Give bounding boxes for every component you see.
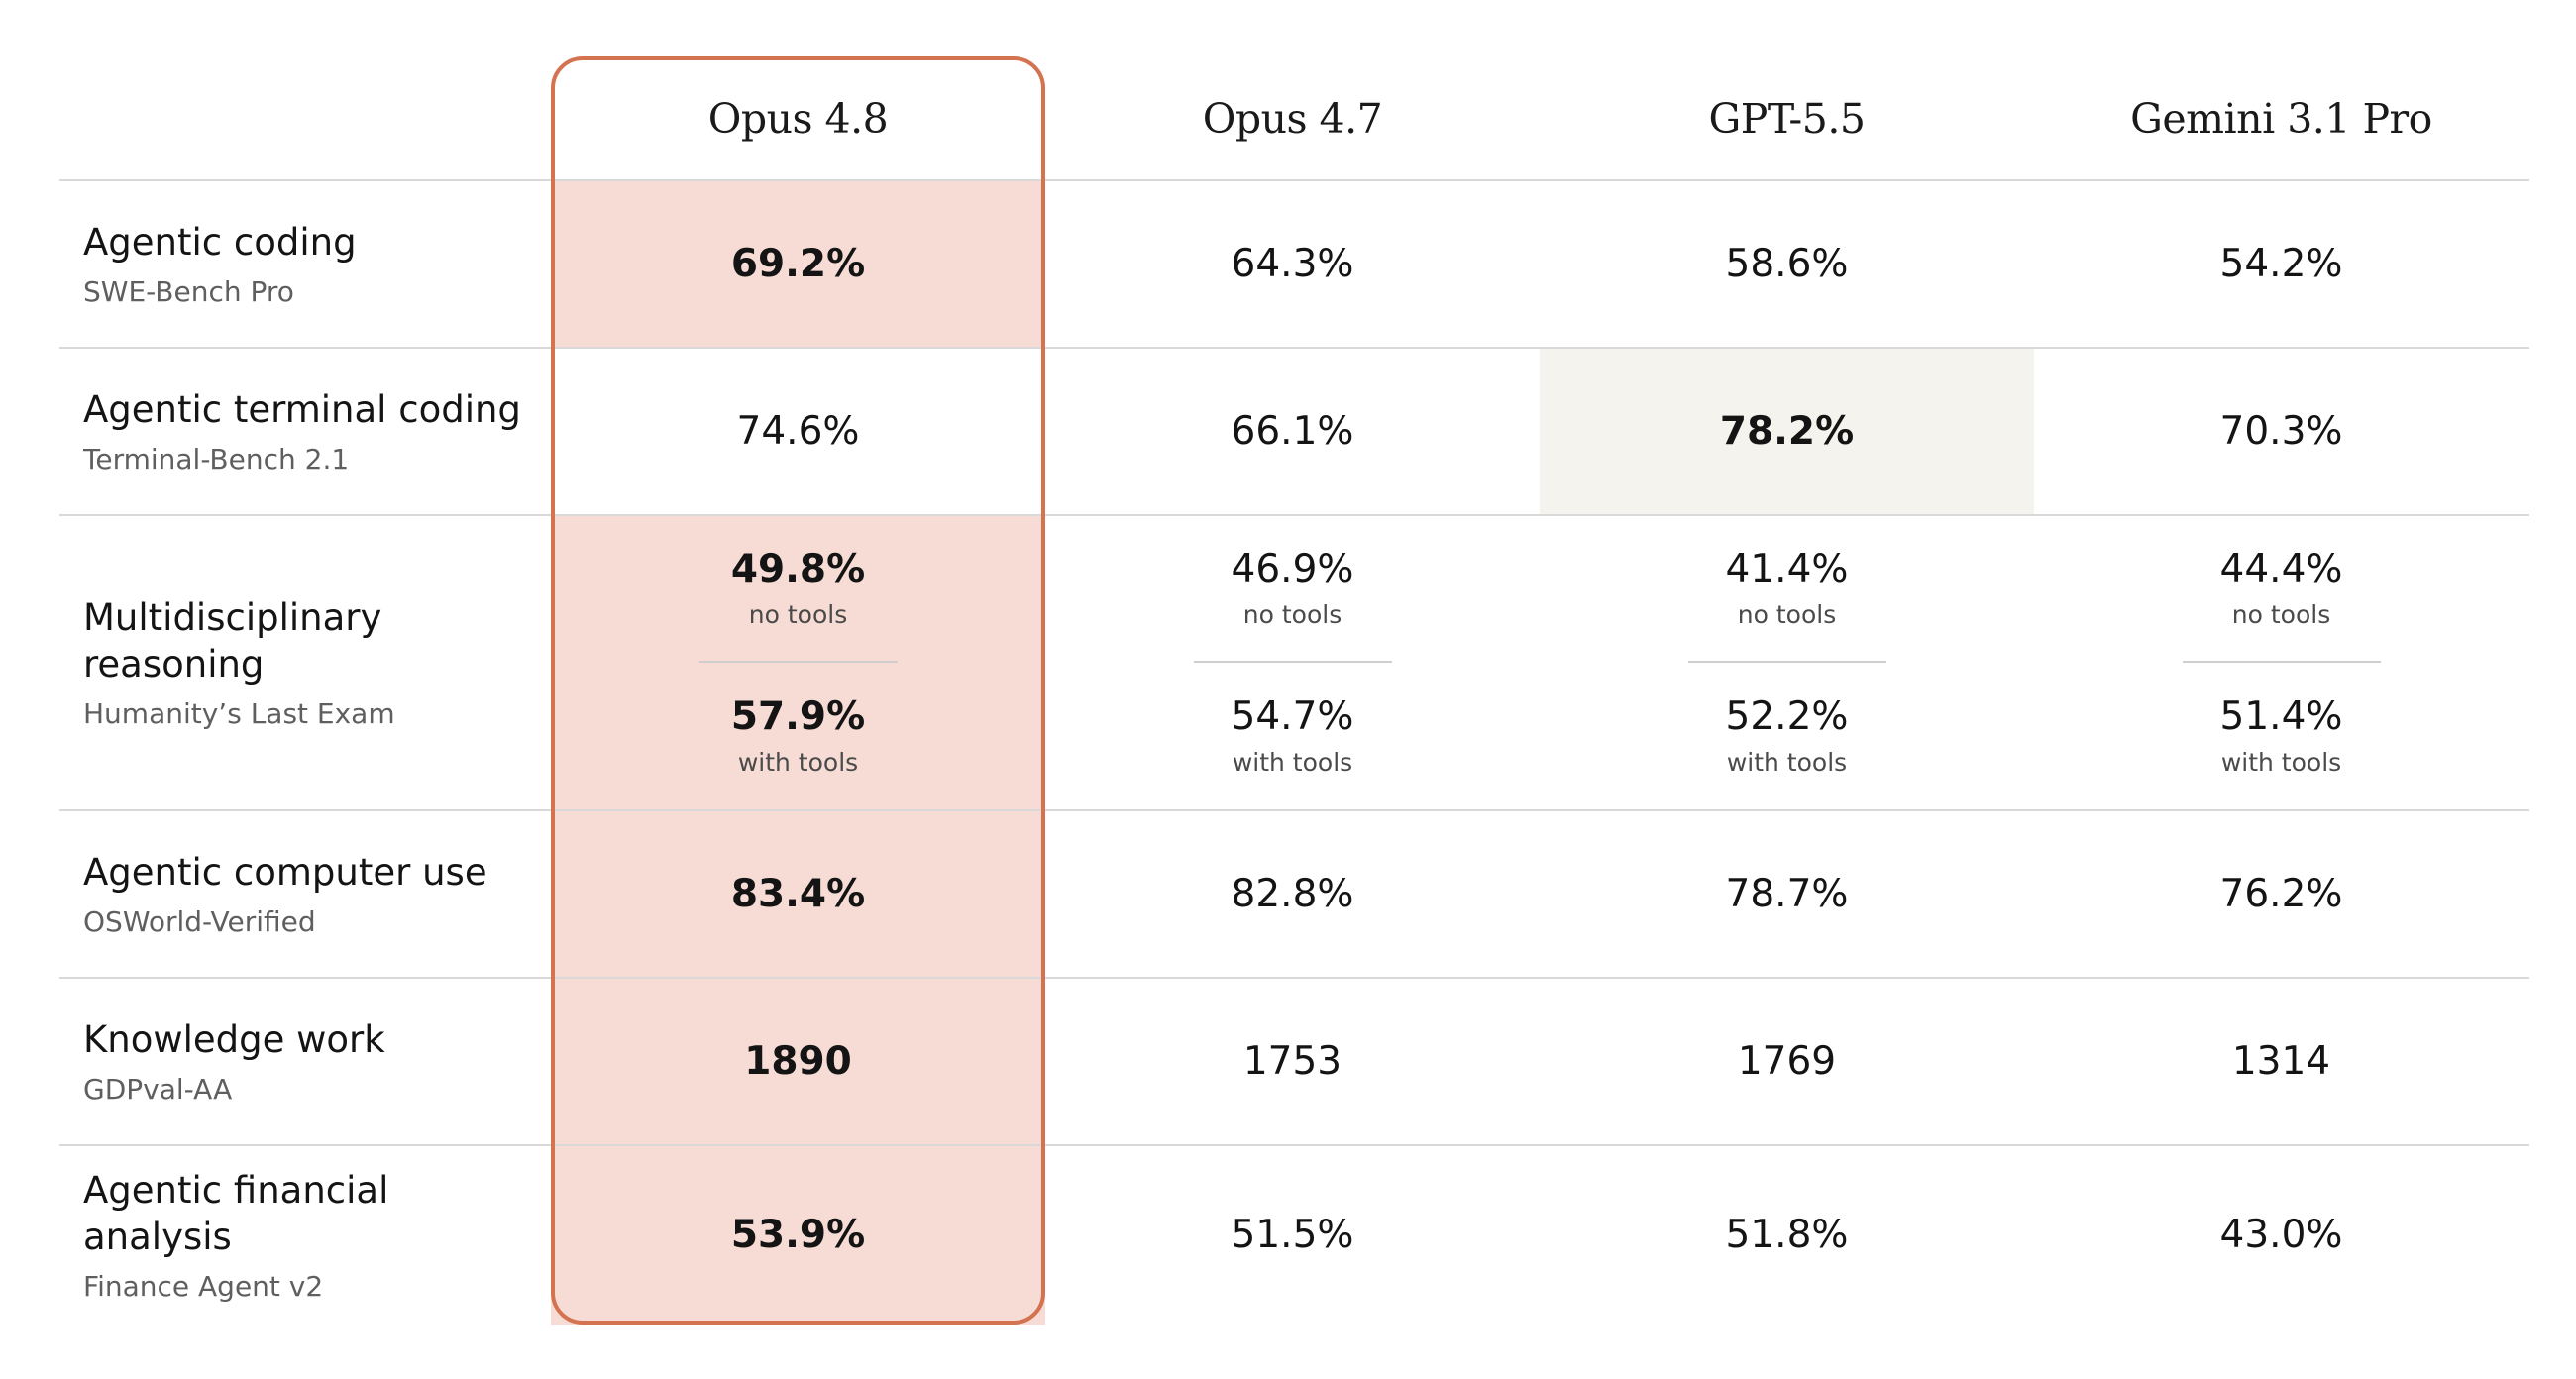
highlight-cell — [551, 180, 1045, 348]
score-value: 43.0% — [2219, 1213, 2343, 1257]
column-header: Opus 4.8 — [707, 95, 889, 143]
score-value: 82.8% — [1231, 872, 1354, 916]
score-value: 54.2% — [2219, 242, 2343, 286]
score-value: 58.6% — [1725, 242, 1849, 286]
score-caption: with tools — [2220, 748, 2342, 777]
score-value: 51.4% — [2219, 694, 2343, 739]
score-value: 76.2% — [2219, 872, 2343, 916]
score-value: 64.3% — [1231, 242, 1354, 286]
score-pair: 51.4% with tools — [2034, 692, 2528, 777]
score-caption: with tools — [737, 748, 859, 777]
score-divider — [1194, 661, 1392, 663]
score-value: 53.9% — [730, 1213, 866, 1257]
score-value: 1314 — [2231, 1039, 2331, 1084]
row-divider — [59, 179, 2529, 181]
row-divider — [59, 809, 2529, 811]
row-label: Agentic coding SWE-Bench Pro — [83, 219, 357, 308]
score-pair: 41.4% no tools — [1540, 545, 2034, 629]
benchmark-category: Knowledge work — [83, 1018, 385, 1061]
benchmark-name: OSWorld-Verified — [83, 905, 316, 938]
benchmark-category: Agentic coding — [83, 221, 357, 264]
score-pair: 46.9% no tools — [1045, 545, 1540, 629]
highlight-cell — [551, 810, 1045, 978]
score-divider — [699, 661, 898, 663]
row-divider — [59, 514, 2529, 516]
score-value: 44.4% — [2219, 547, 2343, 591]
column-header: Gemini 3.1 Pro — [2130, 95, 2432, 143]
score-value: 52.2% — [1725, 694, 1849, 739]
benchmark-name: Terminal-Bench 2.1 — [83, 443, 350, 476]
column-header: Opus 4.7 — [1202, 95, 1383, 143]
row-divider — [59, 1144, 2529, 1146]
benchmark-category: Agentic financial — [83, 1168, 389, 1212]
benchmark-name: Humanity’s Last Exam — [83, 697, 395, 730]
highlight-cell — [551, 1145, 1045, 1325]
score-value: 1753 — [1242, 1039, 1342, 1084]
score-value: 46.9% — [1231, 547, 1354, 591]
score-value: 83.4% — [730, 872, 866, 916]
score-pair: 57.9% with tools — [551, 692, 1045, 777]
score-value: 78.7% — [1725, 872, 1849, 916]
score-value: 51.5% — [1231, 1213, 1354, 1257]
score-divider — [1688, 661, 1886, 663]
row-divider — [59, 977, 2529, 979]
benchmark-category: analysis — [83, 1215, 232, 1258]
benchmark-category: Agentic terminal coding — [83, 388, 521, 431]
benchmark-category: Multidisciplinary — [83, 596, 382, 639]
row-label: Knowledge work GDPval-AA — [83, 1016, 385, 1106]
score-caption: no tools — [1737, 600, 1837, 629]
score-divider — [2183, 661, 2381, 663]
row-divider — [59, 347, 2529, 349]
row-label: Agentic financial analysis Finance Agent v… — [83, 1167, 388, 1303]
score-value: 1890 — [744, 1039, 852, 1084]
score-value: 51.8% — [1725, 1213, 1849, 1257]
row-label: Agentic computer use OSWorld-Verified — [83, 849, 487, 938]
benchmark-name: SWE-Bench Pro — [83, 275, 294, 308]
score-value: 74.6% — [736, 409, 860, 454]
score-caption: no tools — [2231, 600, 2331, 629]
score-value: 70.3% — [2219, 409, 2343, 454]
benchmark-name: Finance Agent v2 — [83, 1269, 324, 1303]
score-value: 41.4% — [1725, 547, 1849, 591]
benchmark-name: GDPval-AA — [83, 1073, 233, 1106]
score-value: 69.2% — [730, 242, 866, 286]
score-caption: with tools — [1726, 748, 1848, 777]
best-score-cell — [1540, 348, 2034, 515]
benchmark-category: Agentic computer use — [83, 851, 487, 894]
score-pair: 52.2% with tools — [1540, 692, 2034, 777]
highlight-cell — [551, 978, 1045, 1145]
score-value: 49.8% — [730, 547, 866, 591]
score-value: 1769 — [1737, 1039, 1837, 1084]
highlight-cell — [551, 515, 1045, 810]
score-pair: 54.7% with tools — [1045, 692, 1540, 777]
score-value: 57.9% — [730, 694, 866, 739]
score-value: 78.2% — [1719, 409, 1855, 454]
score-caption: no tools — [1242, 600, 1342, 629]
benchmark-category: reasoning — [83, 643, 265, 686]
score-pair: 49.8% no tools — [551, 545, 1045, 629]
row-label: Agentic terminal coding Terminal-Bench 2.… — [83, 386, 521, 476]
score-caption: no tools — [748, 600, 848, 629]
score-value: 54.7% — [1231, 694, 1354, 739]
column-header: GPT-5.5 — [1708, 95, 1866, 143]
score-value: 66.1% — [1231, 409, 1354, 454]
score-caption: with tools — [1232, 748, 1353, 777]
score-pair: 44.4% no tools — [2034, 545, 2528, 629]
row-label: Multidisciplinary reasoning Humanity’s Las… — [83, 594, 395, 730]
